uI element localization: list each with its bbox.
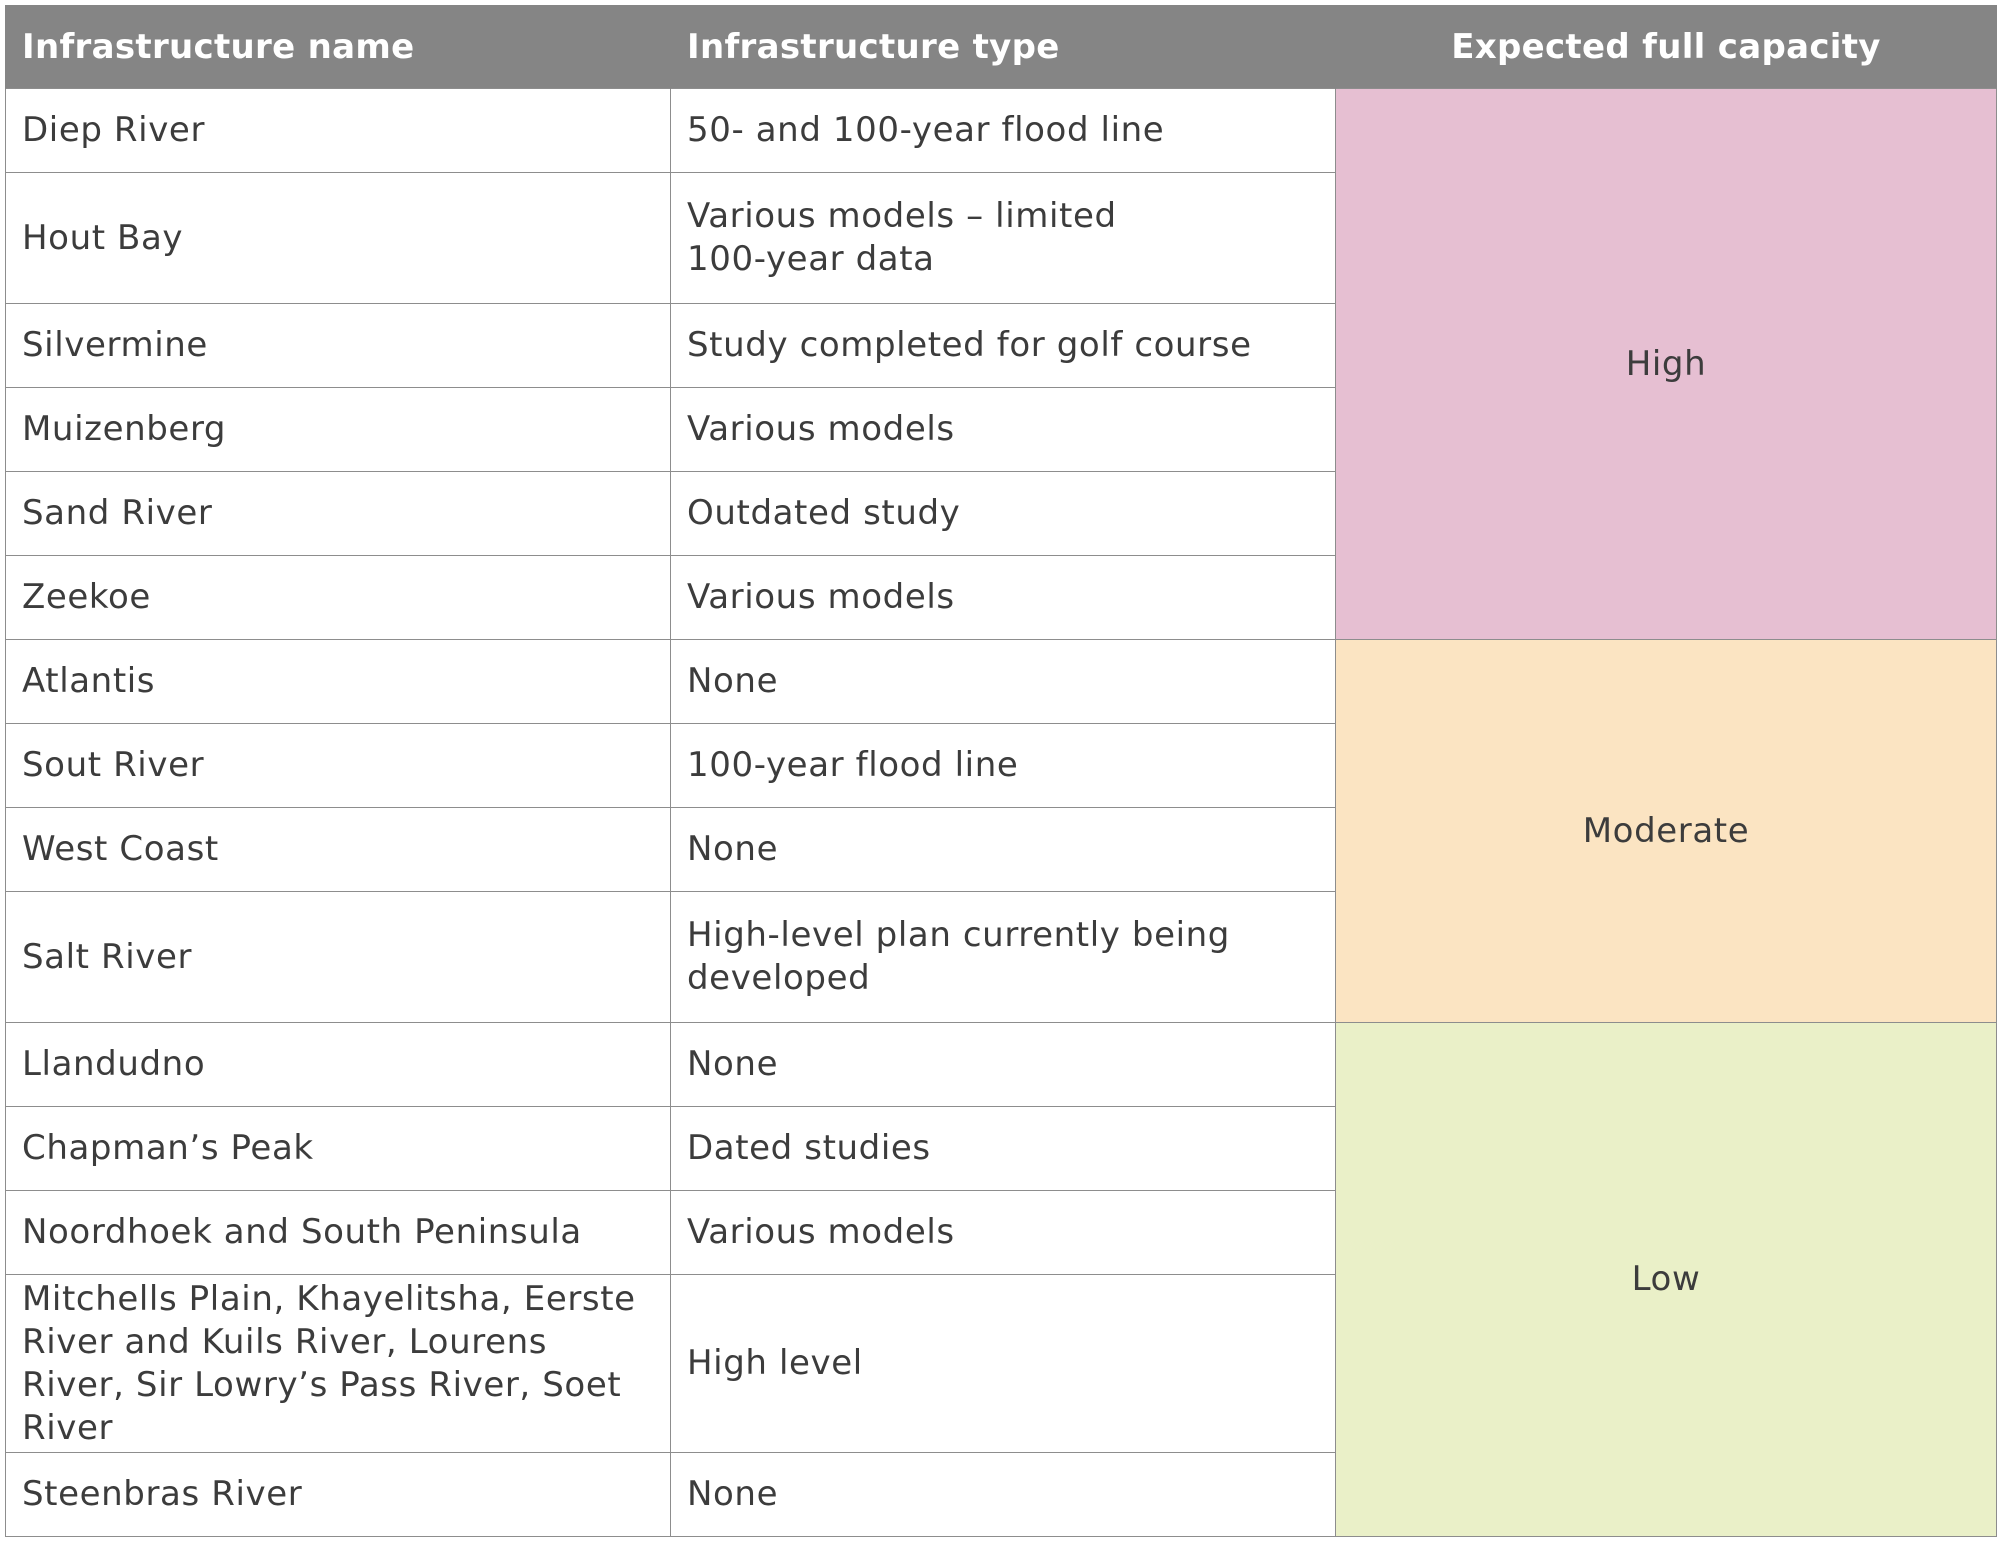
infrastructure-type-cell: Various models [670,1190,1336,1275]
header-infrastructure-type: Infrastructure type [670,5,1336,89]
infrastructure-name-cell: Zeekoe [5,555,671,640]
table-row: Muizenberg Various models [5,387,1997,472]
infrastructure-type-cell: Various models [670,387,1336,472]
infrastructure-name-cell: Salt River [5,891,671,1023]
table-row: Salt River High-level plan currently bei… [5,891,1997,1023]
infrastructure-name-cell: Silvermine [5,303,671,388]
infrastructure-type-cell: Study completed for golf course [670,303,1336,388]
table-row: Noordhoek and South Peninsula Various mo… [5,1190,1997,1275]
infrastructure-type-cell: Various models [670,555,1336,640]
infrastructure-name-cell: Atlantis [5,639,671,724]
infrastructure-name-cell: Llandudno [5,1022,671,1107]
table-row: Llandudno None Low [5,1022,1997,1537]
capacity-low-cell: Low [1335,1022,1997,1537]
infrastructure-name-cell: Sout River [5,723,671,808]
infrastructure-name-cell: Steenbras River [5,1452,671,1537]
infrastructure-name-cell: Sand River [5,471,671,556]
infrastructure-name-cell: Noordhoek and South Peninsula [5,1190,671,1275]
table-row: Atlantis None Moderate [5,639,1997,1023]
table-row: Steenbras River None [5,1452,1997,1537]
table-row: Sand River Outdated study [5,471,1997,556]
infrastructure-type-cell: None [670,639,1336,724]
infrastructure-type-cell: Dated studies [670,1106,1336,1191]
infrastructure-type-cell: High-level plan currently being develope… [670,891,1336,1023]
table-row: West Coast None [5,807,1997,892]
infrastructure-type-cell: 100-year flood line [670,723,1336,808]
header-row: Infrastructure name Infrastructure type … [5,5,1997,89]
infrastructure-name-cell: Muizenberg [5,387,671,472]
capacity-moderate-cell: Moderate [1335,639,1997,1023]
infrastructure-name-cell: Mitchells Plain, Khayelitsha, Eerste Riv… [5,1274,671,1453]
capacity-high-cell: High [1335,88,1997,640]
infrastructure-type-cell: 50- and 100-year flood line [670,88,1336,173]
infrastructure-table: Infrastructure name Infrastructure type … [5,5,1997,1537]
infrastructure-type-cell: None [670,1022,1336,1107]
header-infrastructure-name: Infrastructure name [5,5,671,89]
infrastructure-name-cell: West Coast [5,807,671,892]
infrastructure-type-cell: None [670,807,1336,892]
table-row: Zeekoe Various models [5,555,1997,640]
infrastructure-type-cell: High level [670,1274,1336,1453]
table-row: Hout Bay Various models – limited 100-ye… [5,172,1997,304]
table-row: Chapman’s Peak Dated studies [5,1106,1997,1191]
header-expected-capacity: Expected full capacity [1335,5,1997,89]
infrastructure-name-cell: Chapman’s Peak [5,1106,671,1191]
infrastructure-type-cell: Outdated study [670,471,1336,556]
infrastructure-name-cell: Diep River [5,88,671,173]
table-row: Diep River 50- and 100-year flood line H… [5,88,1997,640]
infrastructure-type-cell: Various models – limited 100-year data [670,172,1336,304]
table-row: Silvermine Study completed for golf cour… [5,303,1997,388]
table-row: Mitchells Plain, Khayelitsha, Eerste Riv… [5,1274,1997,1453]
table-row: Sout River 100-year flood line [5,723,1997,808]
infrastructure-name-cell: Hout Bay [5,172,671,304]
infrastructure-type-cell: None [670,1452,1336,1537]
